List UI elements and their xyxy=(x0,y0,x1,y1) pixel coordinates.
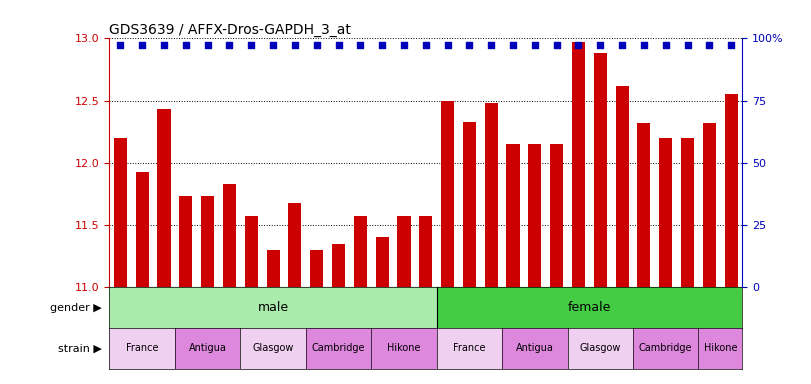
Point xyxy=(572,41,585,48)
Bar xyxy=(698,328,742,369)
Bar xyxy=(114,138,127,287)
Point xyxy=(485,41,498,48)
Text: Antigua: Antigua xyxy=(189,343,226,353)
Point xyxy=(201,41,214,48)
Bar xyxy=(572,42,585,287)
Bar xyxy=(568,328,633,369)
Text: France: France xyxy=(126,343,158,353)
Point xyxy=(441,41,454,48)
Point xyxy=(223,41,236,48)
Point xyxy=(157,41,170,48)
Bar xyxy=(245,216,258,287)
Bar xyxy=(441,101,454,287)
Bar xyxy=(201,196,214,287)
Point xyxy=(354,41,367,48)
Point xyxy=(463,41,476,48)
Point xyxy=(703,41,716,48)
Bar xyxy=(135,172,148,287)
Text: France: France xyxy=(453,343,486,353)
Point xyxy=(311,41,324,48)
Bar xyxy=(528,144,542,287)
Bar xyxy=(397,216,410,287)
Text: Hikone: Hikone xyxy=(387,343,421,353)
Bar xyxy=(371,328,436,369)
Point xyxy=(725,41,738,48)
Bar xyxy=(109,287,436,328)
Bar xyxy=(637,123,650,287)
Bar xyxy=(175,328,240,369)
Bar xyxy=(157,109,170,287)
Bar xyxy=(485,103,498,287)
Text: strain ▶: strain ▶ xyxy=(58,343,101,353)
Bar xyxy=(594,53,607,287)
Point xyxy=(550,41,563,48)
Text: female: female xyxy=(568,301,611,314)
Text: GDS3639 / AFFX-Dros-GAPDH_3_at: GDS3639 / AFFX-Dros-GAPDH_3_at xyxy=(109,23,351,37)
Bar xyxy=(507,144,520,287)
Point xyxy=(594,41,607,48)
Text: Glasgow: Glasgow xyxy=(580,343,621,353)
Point xyxy=(397,41,410,48)
Point xyxy=(179,41,192,48)
Point xyxy=(289,41,302,48)
Bar xyxy=(681,138,694,287)
Point xyxy=(419,41,432,48)
Bar xyxy=(463,122,476,287)
Bar xyxy=(109,328,175,369)
Bar xyxy=(354,216,367,287)
Text: gender ▶: gender ▶ xyxy=(49,303,101,313)
Bar xyxy=(436,287,742,328)
Bar xyxy=(289,203,302,287)
Bar xyxy=(550,144,563,287)
Bar xyxy=(179,196,192,287)
Bar xyxy=(633,328,698,369)
Text: Cambridge: Cambridge xyxy=(639,343,693,353)
Point xyxy=(332,41,345,48)
Text: Cambridge: Cambridge xyxy=(311,343,365,353)
Bar xyxy=(436,328,502,369)
Text: Hikone: Hikone xyxy=(703,343,737,353)
Point xyxy=(659,41,672,48)
Bar xyxy=(659,138,672,287)
Text: Antigua: Antigua xyxy=(516,343,554,353)
Point xyxy=(267,41,280,48)
Bar xyxy=(703,123,716,287)
Point xyxy=(681,41,694,48)
Point xyxy=(375,41,388,48)
Point xyxy=(616,41,629,48)
Point xyxy=(114,41,127,48)
Text: Glasgow: Glasgow xyxy=(252,343,294,353)
Bar xyxy=(502,328,568,369)
Bar xyxy=(724,94,738,287)
Point xyxy=(528,41,541,48)
Bar xyxy=(419,216,432,287)
Bar xyxy=(240,328,306,369)
Bar xyxy=(310,250,324,287)
Bar xyxy=(306,328,371,369)
Point xyxy=(637,41,650,48)
Bar xyxy=(616,86,629,287)
Text: male: male xyxy=(258,301,289,314)
Bar xyxy=(375,237,388,287)
Bar xyxy=(267,250,280,287)
Bar xyxy=(332,244,345,287)
Point xyxy=(135,41,148,48)
Point xyxy=(245,41,258,48)
Bar xyxy=(223,184,236,287)
Point xyxy=(507,41,520,48)
